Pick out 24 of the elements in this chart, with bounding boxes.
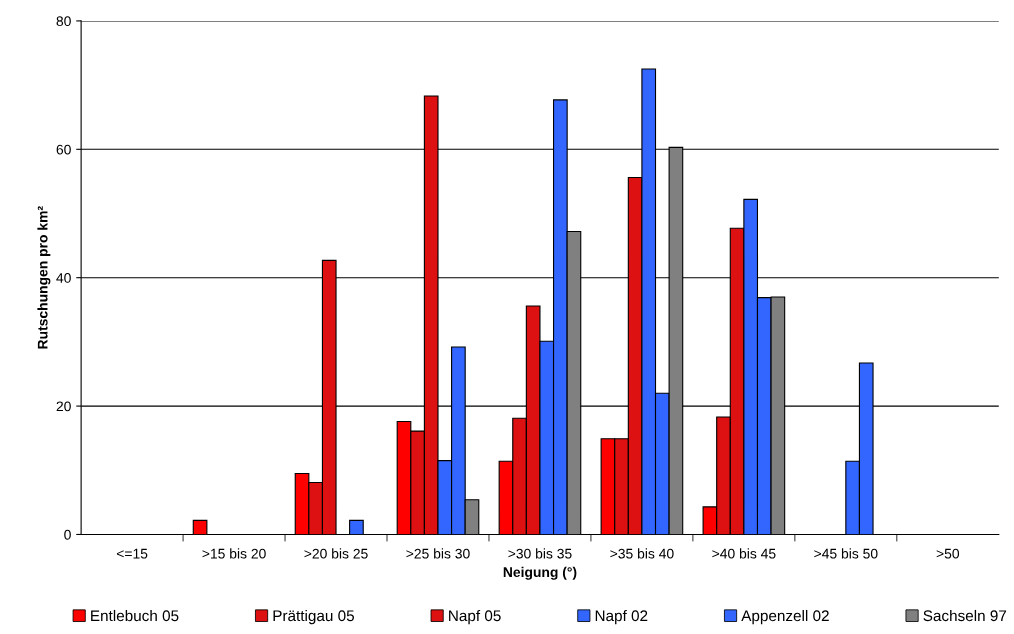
y-tick-label: 60 bbox=[56, 144, 71, 155]
x-tick-label: <=15 bbox=[116, 548, 148, 559]
legend-label: Sachseln 97 bbox=[923, 609, 1007, 622]
x-tick-label: >25 bis 30 bbox=[406, 548, 470, 559]
y-axis-title: Rutschungen pro km² bbox=[37, 206, 51, 349]
legend-label: Napf 05 bbox=[449, 609, 501, 625]
legend-label: Entlebuch 05 bbox=[91, 609, 179, 622]
bar bbox=[192, 519, 208, 535]
y-tick-label: 20 bbox=[56, 401, 71, 412]
y-tick-label: 80 bbox=[56, 16, 71, 27]
x-tick-label: >30 bis 35 bbox=[508, 548, 572, 559]
y-tick-label: 0 bbox=[64, 529, 71, 540]
legend-label: Napf 02 bbox=[595, 609, 648, 625]
bar bbox=[349, 519, 364, 535]
y-tick-label: 40 bbox=[56, 273, 71, 283]
x-tick-label: >40 bis 45 bbox=[712, 548, 776, 559]
legend-label: Appenzell 02 bbox=[741, 609, 829, 625]
legend-label: Prättigau 05 bbox=[273, 609, 354, 625]
x-tick-label: >50 bbox=[936, 548, 960, 559]
x-tick-label: >15 bis 20 bbox=[202, 548, 266, 559]
x-tick-label: >45 bis 50 bbox=[814, 548, 878, 559]
x-axis-title: Neigung (°) bbox=[503, 566, 577, 580]
x-tick-label: >35 bis 40 bbox=[610, 548, 674, 559]
x-tick-label: >20 bis 25 bbox=[304, 548, 368, 559]
